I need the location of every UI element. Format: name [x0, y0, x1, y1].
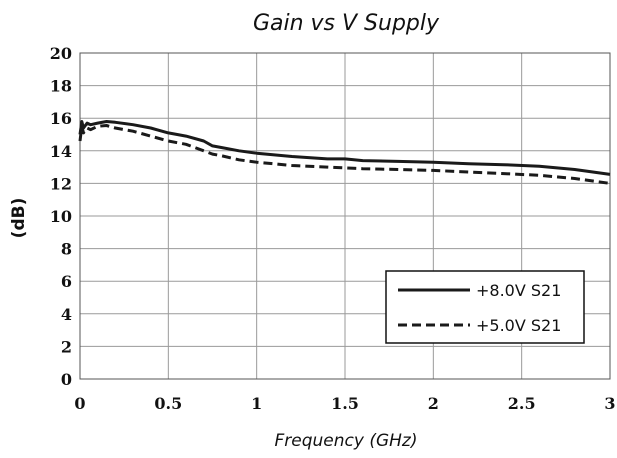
y-tick-label: 16 — [50, 109, 72, 128]
legend: +8.0V S21 +5.0V S21 — [385, 270, 585, 344]
y-tick-label: 14 — [50, 142, 72, 161]
x-tick-label: 0 — [74, 394, 85, 413]
legend-label-8v: +8.0V S21 — [476, 281, 561, 300]
x-tick-label: 1 — [251, 394, 262, 413]
x-tick-label: 1.5 — [331, 394, 359, 413]
y-axis-label: (dB) — [9, 198, 29, 239]
x-tick-label: 3 — [604, 394, 615, 413]
y-tick-label: 20 — [50, 44, 72, 63]
x-tick-labels: 0 0.5 1 1.5 2 2.5 3 — [74, 394, 615, 413]
chart-title: Gain vs V Supply — [253, 11, 440, 36]
y-tick-label: 0 — [61, 370, 72, 389]
series-lines — [78, 120, 611, 185]
x-tick-label: 2.5 — [508, 394, 536, 413]
y-tick-labels: 0 2 4 6 8 10 12 14 16 18 20 — [50, 44, 72, 389]
y-tick-label: 10 — [50, 207, 72, 226]
legend-box — [385, 270, 585, 344]
y-tick-label: 6 — [61, 272, 72, 291]
y-tick-label: 18 — [50, 77, 72, 96]
y-tick-label: 12 — [50, 174, 72, 193]
series-line-8v-s21 — [78, 120, 611, 176]
series-line-5v-s21 — [78, 124, 611, 185]
legend-label-5v: +5.0V S21 — [476, 316, 561, 335]
x-tick-label: 2 — [428, 394, 439, 413]
plot-frame — [79, 52, 611, 380]
y-tick-label: 8 — [61, 240, 72, 259]
y-tick-label: 4 — [61, 305, 72, 324]
x-tick-label: 0.5 — [154, 394, 182, 413]
y-tick-label: 2 — [61, 337, 72, 356]
x-axis-label: Frequency (GHz) — [275, 431, 418, 451]
